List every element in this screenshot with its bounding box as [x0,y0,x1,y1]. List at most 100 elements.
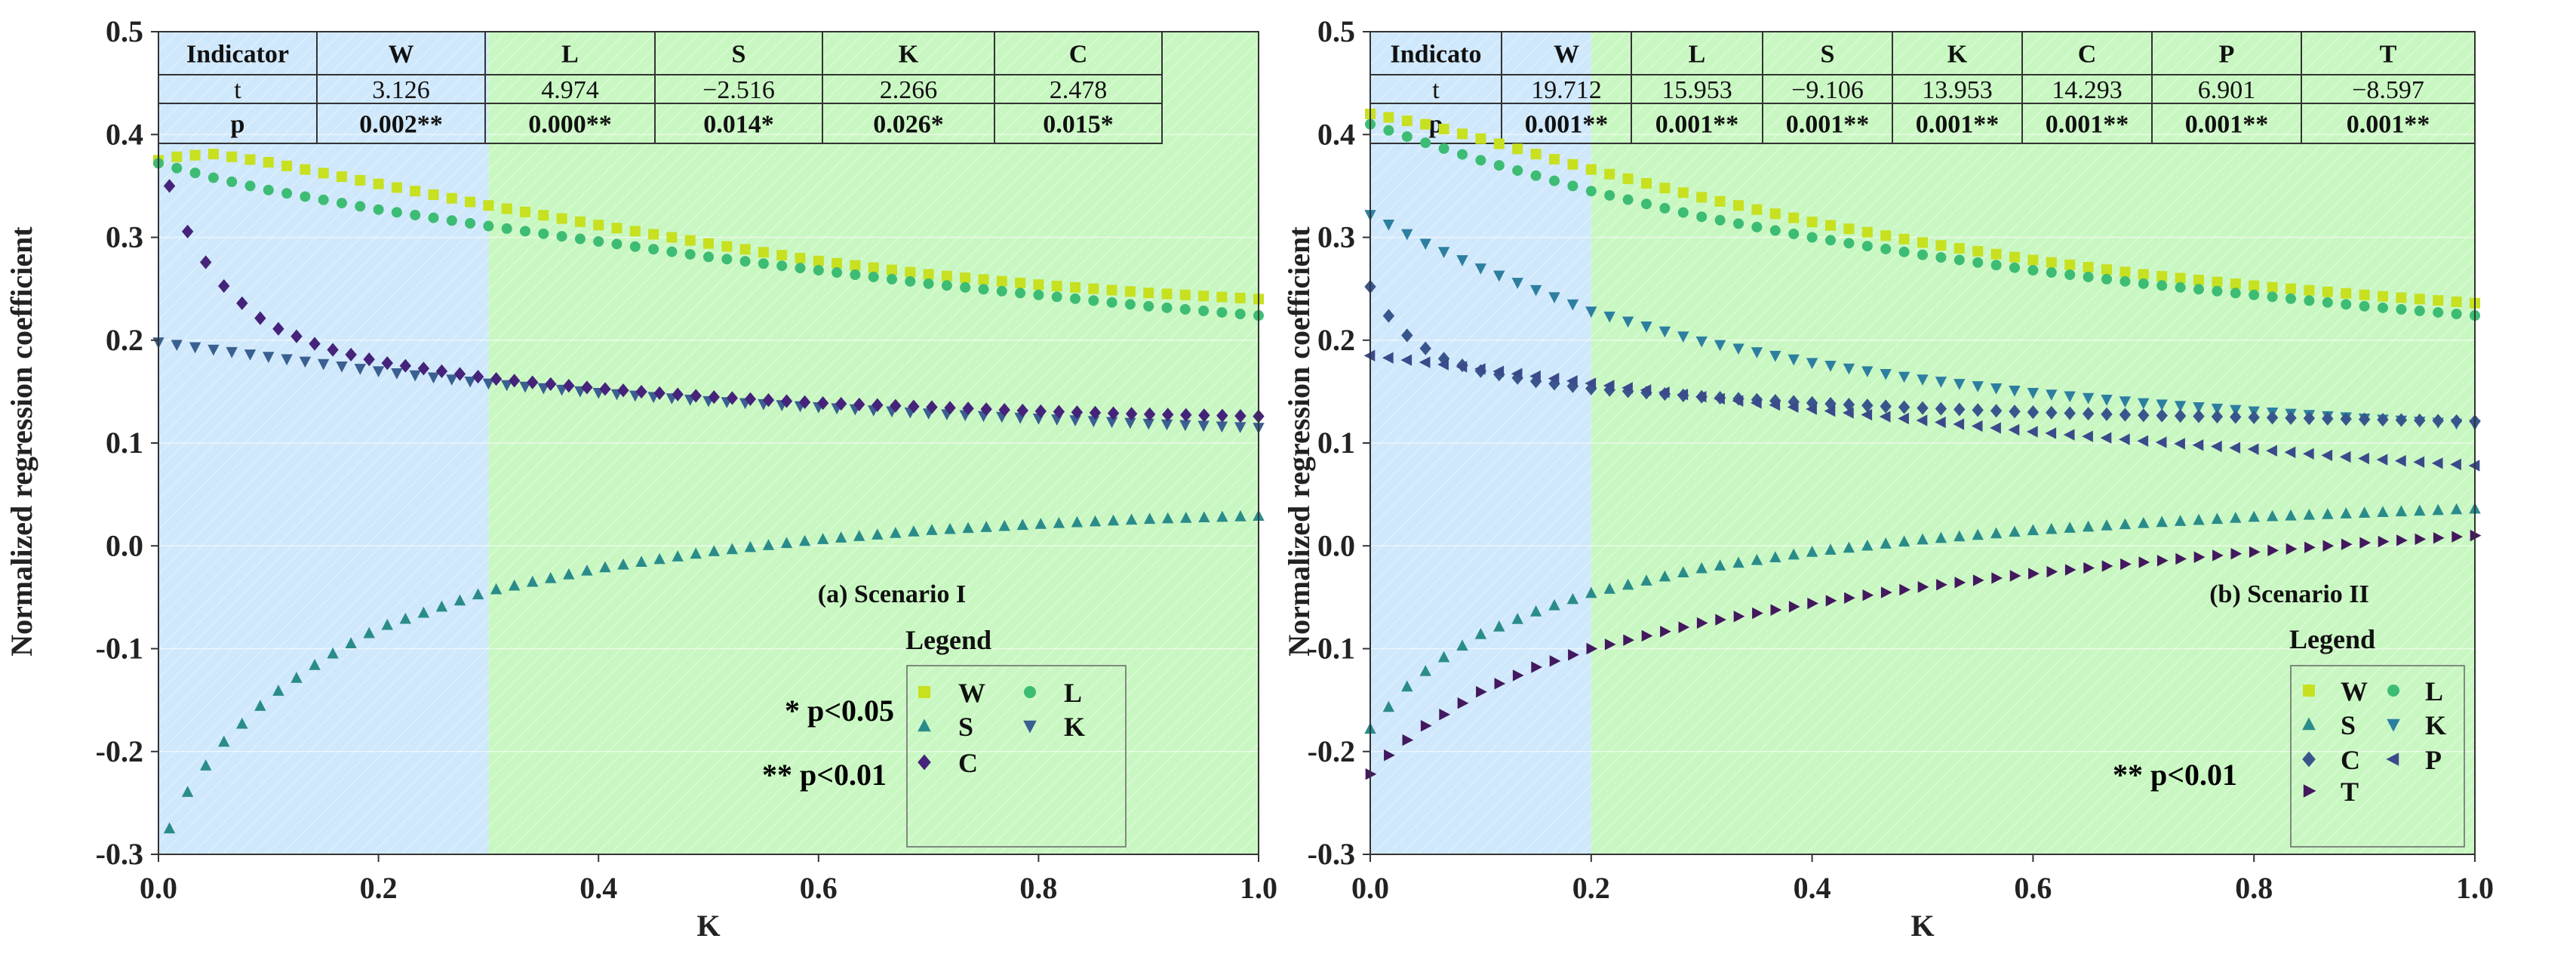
data-point [1124,286,1136,297]
data-point [1677,207,1689,218]
data-point [2322,286,2333,297]
data-point [1419,665,1431,676]
data-point [218,278,230,294]
data-point [2341,288,2352,299]
data-point [1162,512,1174,524]
data-point [1143,288,1154,299]
table-cell: 0.001** [1786,111,1870,139]
data-point [1474,628,1487,639]
data-point [2174,401,2187,412]
data-point [1088,295,1099,306]
data-point [941,280,952,291]
data-point [1419,238,1431,251]
data-point [1696,192,1708,203]
y-tick-label: -0.1 [1308,632,1355,666]
data-point [538,228,549,239]
data-point [2285,411,2297,425]
data-point [1566,592,1579,605]
data-point [417,606,430,618]
data-point [1972,245,1984,257]
data-point [520,206,530,217]
data-point [2138,516,2150,528]
data-point [1603,380,1615,392]
data-point [1125,513,1138,525]
data-point [1179,289,1191,300]
legend-marker [918,686,930,698]
data-point [611,238,622,250]
data-point [299,356,312,368]
data-point [417,362,430,376]
y-tick-label: -0.2 [96,734,143,768]
data-point [2450,414,2463,429]
data-point [1143,512,1156,525]
data-point [666,246,678,257]
data-point [1234,422,1247,434]
data-point [1033,279,1044,291]
data-point [1898,371,1910,383]
data-point [1935,252,1947,263]
data-point [574,233,586,245]
data-point [1714,392,1725,405]
data-point [1476,686,1487,698]
data-point [236,296,248,310]
data-point [2212,285,2223,297]
y-tick-label: -0.2 [1308,734,1355,768]
data-point [336,361,348,373]
table-cell: 19.712 [1531,76,1602,104]
data-point [290,672,303,683]
data-point [762,539,775,550]
data-point [2064,406,2076,420]
data-point [373,204,384,215]
data-point [428,212,439,223]
data-point [2341,538,2353,550]
data-point [2046,405,2058,420]
data-point [611,223,622,234]
data-point [960,282,971,293]
legend-label: L [1064,678,1082,708]
data-point [1382,309,1395,323]
data-point [816,395,829,411]
data-point [599,561,611,573]
data-point [1898,400,1910,414]
data-point [1991,572,2003,584]
data-point [996,285,1007,297]
data-point [2120,266,2131,278]
data-point [1051,291,1062,303]
x-tick-label: 0.8 [1019,871,1057,905]
series-L [153,158,1264,322]
data-point [2193,402,2205,414]
data-point [1439,709,1450,721]
data-point [887,273,897,285]
data-point [483,200,494,211]
data-point [2155,436,2167,448]
table-cell: −2.516 [702,76,775,104]
data-point [1548,377,1560,391]
data-point [355,201,366,212]
series-W [1365,109,2480,309]
data-point [2304,295,2315,306]
data-point [2304,541,2316,553]
data-point [300,164,311,175]
data-point [2063,429,2075,441]
data-point [2175,552,2187,565]
data-point [2009,405,2021,419]
data-point [1695,390,1707,403]
data-point [409,370,421,382]
legend-marker [2387,718,2400,732]
data-point [1880,243,1892,254]
data-point [1234,510,1247,522]
data-point [318,194,329,205]
data-point [1843,223,1855,235]
data-point [1843,238,1855,249]
data-point [1070,282,1081,293]
legend-label: S [958,712,973,742]
data-point [2156,271,2168,282]
data-point [1936,579,1947,591]
data-point [1880,586,1892,598]
x-tick-label: 0.2 [1572,871,1610,905]
y-tick-label: 0.1 [1317,426,1355,460]
data-point [1125,407,1138,421]
data-point [1016,518,1028,531]
significance-note: ** p<0.01 [2113,758,2237,792]
